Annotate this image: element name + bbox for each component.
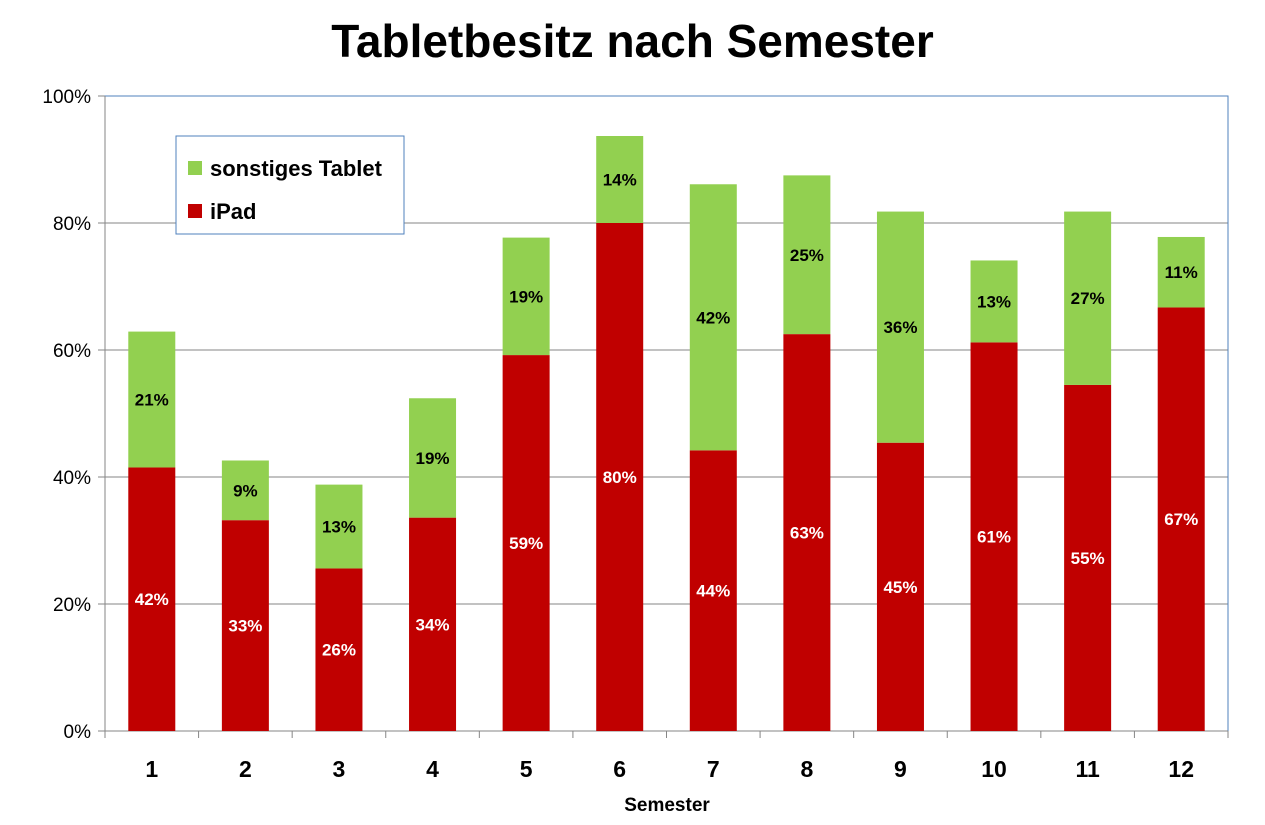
bar-ipad-2[interactable] — [221, 520, 269, 731]
data-label-sonstiges-tablet-7: 42% — [696, 308, 730, 327]
chart-title: Tabletbesitz nach Semester — [331, 15, 934, 67]
y-tick-label: 80% — [53, 214, 91, 235]
x-tick-label: 7 — [707, 756, 720, 782]
bars — [128, 136, 1205, 731]
data-label-sonstiges-tablet-2: 9% — [233, 481, 258, 500]
legend[interactable]: sonstiges Tablet iPad — [175, 135, 405, 235]
data-label-sonstiges-tablet-8: 25% — [790, 246, 824, 265]
bar-ipad-7[interactable] — [689, 450, 737, 731]
y-tick-label: 60% — [53, 341, 91, 362]
x-tick-label: 12 — [1168, 756, 1194, 782]
data-label-ipad-1: 42% — [135, 590, 169, 609]
data-label-ipad-10: 61% — [977, 528, 1011, 547]
y-tick-label: 0% — [64, 722, 92, 743]
bar-sonstiges-tablet-2[interactable] — [221, 460, 269, 521]
data-label-sonstiges-tablet-11: 27% — [1071, 289, 1105, 308]
x-tick-label: 8 — [800, 756, 813, 782]
bar-ipad-10[interactable] — [970, 342, 1018, 731]
data-label-ipad-9: 45% — [883, 578, 917, 597]
data-label-sonstiges-tablet-4: 19% — [416, 449, 450, 468]
x-tick-label: 4 — [426, 756, 439, 782]
data-label-ipad-4: 34% — [416, 615, 450, 634]
x-axis-title: Semester — [624, 795, 710, 816]
bar-sonstiges-tablet-9[interactable] — [876, 211, 924, 443]
x-tick-label: 10 — [981, 756, 1007, 782]
y-tick-label: 40% — [53, 468, 91, 489]
bar-sonstiges-tablet-11[interactable] — [1064, 211, 1112, 385]
bar-ipad-5[interactable] — [502, 355, 550, 731]
data-label-sonstiges-tablet-10: 13% — [977, 292, 1011, 311]
y-axis-tick-labels: 0% 20% 40% 60% 80% 100% — [42, 87, 91, 743]
legend-swatch-ipad — [188, 204, 202, 218]
data-label-ipad-3: 26% — [322, 641, 356, 660]
bar-sonstiges-tablet-8[interactable] — [783, 175, 831, 335]
bar-ipad-4[interactable] — [409, 517, 457, 731]
bar-ipad-8[interactable] — [783, 334, 831, 731]
legend-swatch-sonstiges-tablet — [188, 161, 202, 175]
data-labels: 42% 21% 33% 9% 26% 13% 34% 19% 59% 19% 80% 14% 44% 42… — [135, 171, 1198, 660]
bar-sonstiges-tablet-4[interactable] — [409, 398, 457, 518]
bar-sonstiges-tablet-10[interactable] — [970, 260, 1018, 343]
bar-ipad-3[interactable] — [315, 568, 363, 731]
data-label-sonstiges-tablet-5: 19% — [509, 287, 543, 306]
bar-sonstiges-tablet-6[interactable] — [596, 136, 644, 223]
data-label-ipad-12: 67% — [1164, 510, 1198, 529]
bar-ipad-9[interactable] — [876, 442, 924, 731]
bar-sonstiges-tablet-5[interactable] — [502, 237, 550, 356]
legend-label-ipad: iPad — [210, 199, 256, 224]
x-tick-label: 2 — [239, 756, 252, 782]
x-axis-tick-labels: 1 2 3 4 5 6 7 8 9 10 11 12 — [145, 756, 1194, 782]
y-tick-label: 20% — [53, 595, 91, 616]
x-tick-label: 11 — [1075, 756, 1100, 782]
bar-sonstiges-tablet-3[interactable] — [315, 484, 363, 569]
bar-sonstiges-tablet-7[interactable] — [689, 184, 737, 451]
data-label-ipad-8: 63% — [790, 524, 824, 543]
data-label-sonstiges-tablet-6: 14% — [603, 171, 637, 190]
y-tick-label: 100% — [42, 87, 91, 108]
bar-ipad-6[interactable] — [596, 223, 644, 731]
data-label-sonstiges-tablet-9: 36% — [883, 318, 917, 337]
bar-sonstiges-tablet-12[interactable] — [1157, 236, 1205, 308]
data-label-ipad-6: 80% — [603, 468, 637, 487]
bar-ipad-1[interactable] — [128, 467, 176, 731]
data-label-ipad-2: 33% — [228, 617, 262, 636]
data-label-sonstiges-tablet-12: 11% — [1165, 263, 1198, 282]
x-tick-label: 1 — [145, 756, 158, 782]
data-label-sonstiges-tablet-3: 13% — [322, 518, 356, 537]
legend-label-sonstiges-tablet: sonstiges Tablet — [210, 156, 383, 181]
x-tick-label: 6 — [613, 756, 626, 782]
data-label-ipad-7: 44% — [696, 582, 730, 601]
x-tick-label: 3 — [333, 756, 346, 782]
legend-box — [175, 135, 405, 235]
data-label-sonstiges-tablet-1: 21% — [135, 391, 169, 410]
data-label-ipad-11: 55% — [1071, 549, 1105, 568]
bar-sonstiges-tablet-1[interactable] — [128, 331, 176, 468]
x-tick-label: 9 — [894, 756, 907, 782]
bar-ipad-12[interactable] — [1157, 307, 1205, 731]
x-tick-label: 5 — [520, 756, 533, 782]
data-label-ipad-5: 59% — [509, 534, 543, 553]
bar-ipad-11[interactable] — [1064, 384, 1112, 731]
